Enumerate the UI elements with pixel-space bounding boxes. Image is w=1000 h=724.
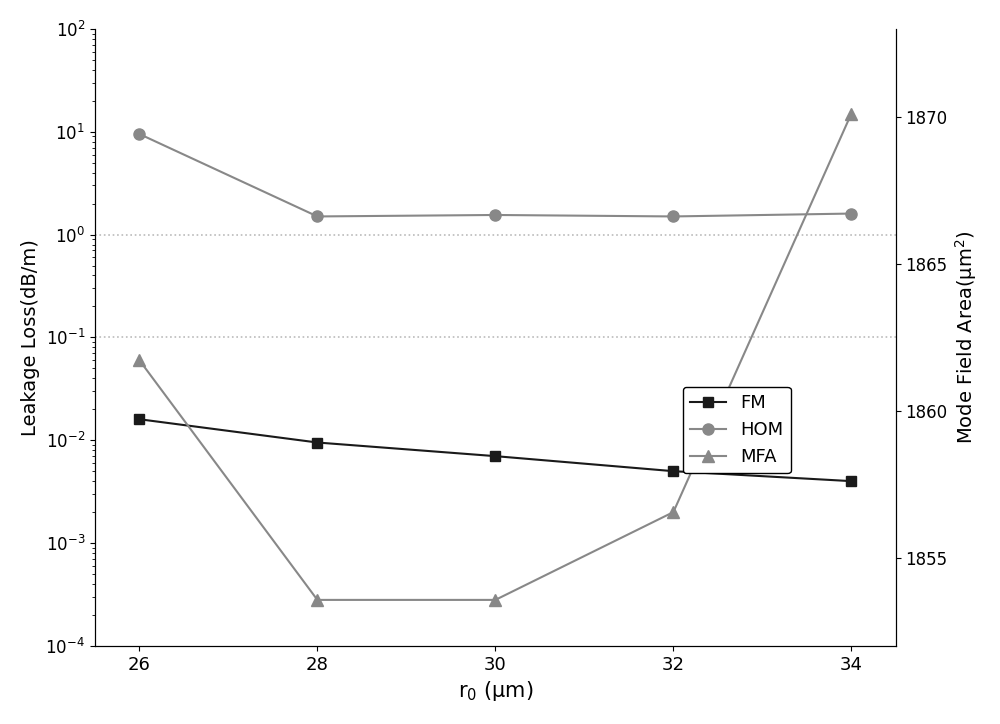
MFA	[133, 356, 145, 365]
FM	[667, 467, 679, 476]
Line: FM: FM	[135, 414, 856, 486]
Y-axis label: Mode Field Area(μm$^2$): Mode Field Area(μm$^2$)	[953, 230, 979, 445]
Line: HOM: HOM	[134, 128, 857, 222]
MFA	[845, 109, 857, 118]
FM	[845, 477, 857, 486]
FM	[489, 452, 501, 460]
HOM	[667, 212, 679, 221]
MFA	[311, 596, 323, 605]
Line: MFA: MFA	[134, 108, 857, 605]
Y-axis label: Leakage Loss(dB/m): Leakage Loss(dB/m)	[21, 239, 40, 436]
FM	[311, 438, 323, 447]
X-axis label: r$_0$ (μm): r$_0$ (μm)	[458, 679, 533, 703]
HOM	[845, 209, 857, 218]
HOM	[133, 130, 145, 138]
Legend: FM, HOM, MFA: FM, HOM, MFA	[683, 387, 791, 473]
HOM	[489, 211, 501, 219]
MFA	[489, 596, 501, 605]
HOM	[311, 212, 323, 221]
FM	[133, 415, 145, 424]
MFA	[667, 508, 679, 516]
